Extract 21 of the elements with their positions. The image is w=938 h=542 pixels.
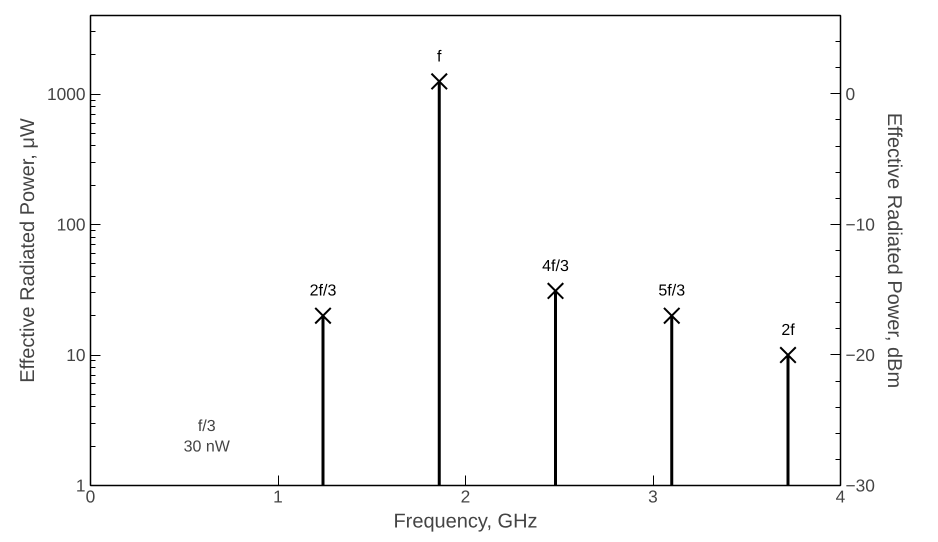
x-tick-label: 3 xyxy=(648,486,658,506)
annotation: 4f/3 xyxy=(542,258,569,275)
y2-axis-title: Effective Radiated Power, dBm xyxy=(882,112,905,388)
x-tick-label: 2 xyxy=(460,486,470,506)
annotation: 2f xyxy=(781,322,796,340)
x-tick-label: 4 xyxy=(836,486,846,506)
annotation: 2f/3 xyxy=(310,282,336,300)
x-tick-label: 0 xyxy=(86,486,96,506)
annotation: f/3 30 nW xyxy=(184,418,231,456)
y-tick-label: 1000 xyxy=(46,84,86,104)
y2-tick-label: −10 xyxy=(846,214,875,234)
y-tick-label: 100 xyxy=(56,214,86,235)
y2-tick-label: −20 xyxy=(846,344,875,365)
y-tick-label: 10 xyxy=(66,345,86,366)
y2-tick-label: 0 xyxy=(846,84,856,104)
annotation: f xyxy=(437,48,442,66)
annotation: 5f/3 xyxy=(658,282,686,300)
x-tick-label: 1 xyxy=(273,486,283,506)
y2-tick-label: −30 xyxy=(846,476,875,496)
y-axis-title: Effective Radiated Power, μW xyxy=(16,118,39,383)
x-axis-title: Frequency, GHz xyxy=(393,510,538,532)
